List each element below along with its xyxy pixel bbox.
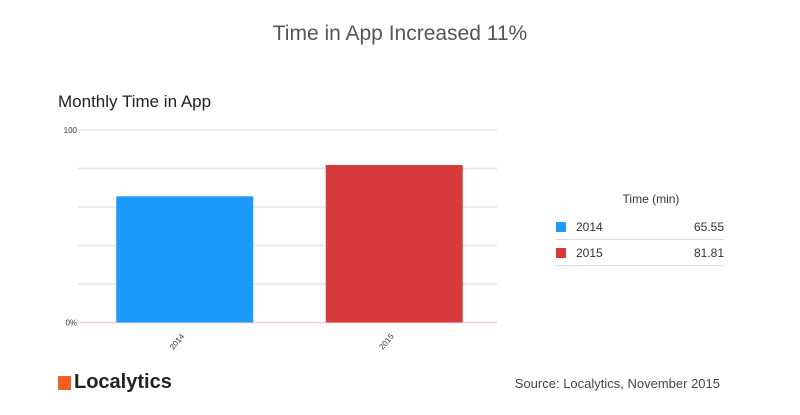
legend-value: 81.81 <box>693 245 724 260</box>
chart-title: Monthly Time in App <box>58 92 212 111</box>
legend-swatch-2014 <box>556 221 566 232</box>
page-title: Time in App Increased 11% <box>272 22 528 45</box>
legend-row: 2014 65.55 <box>556 214 724 240</box>
y-tick-label: 0% <box>65 319 77 328</box>
legend-swatch-2015 <box>556 247 566 258</box>
bar-2014 <box>116 196 254 323</box>
legend: Time (min) 2014 65.55 2015 81.81 <box>556 192 724 266</box>
x-tick-label: 2015 <box>377 332 396 352</box>
legend-value: 65.55 <box>693 219 724 234</box>
source-note: Source: Localytics, November 2015 <box>514 376 720 391</box>
localytics-logo: Localytics <box>58 371 172 394</box>
logo-icon <box>58 375 71 390</box>
bar-2015 <box>325 165 463 323</box>
x-tick-label: 2014 <box>168 332 187 352</box>
legend-label: 2014 <box>576 219 603 234</box>
legend-label: 2015 <box>576 245 603 260</box>
logo-text: Localytics <box>74 371 172 393</box>
legend-row: 2015 81.81 <box>556 240 724 266</box>
legend-header: Time (min) <box>622 192 680 206</box>
y-tick-label: 100 <box>64 126 78 135</box>
